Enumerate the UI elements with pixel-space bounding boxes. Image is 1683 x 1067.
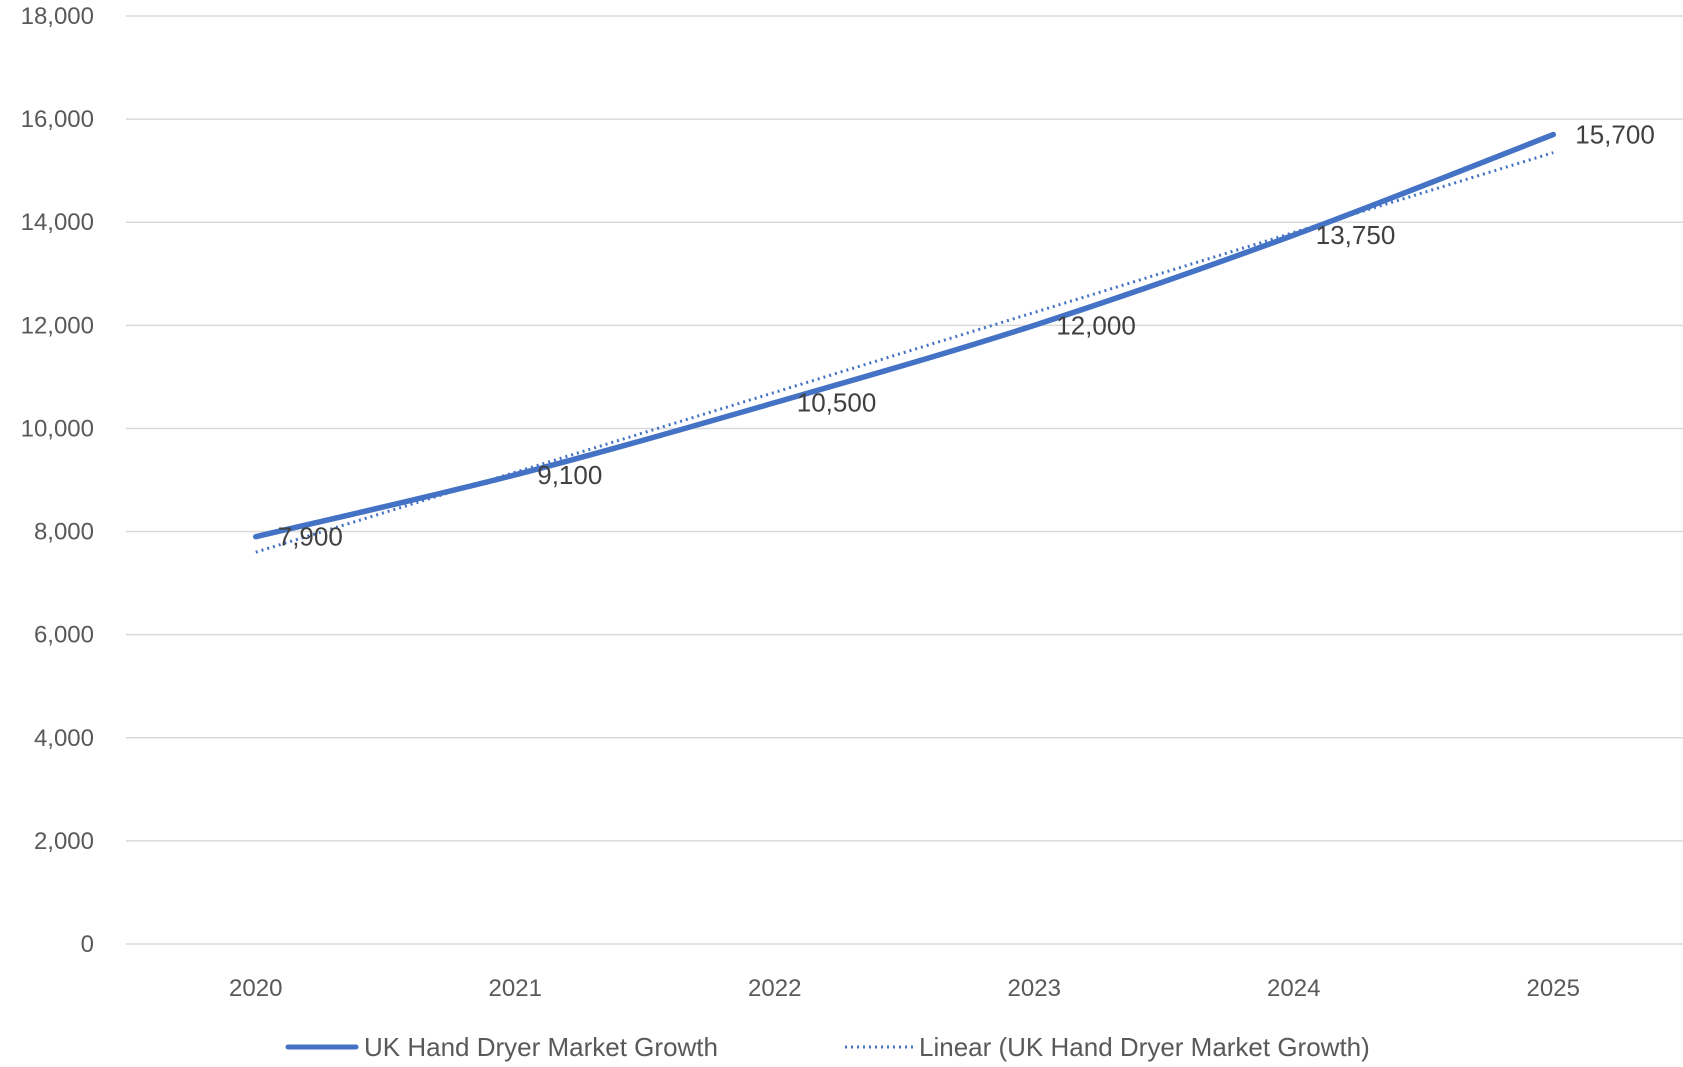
legend: UK Hand Dryer Market Growth Linear (UK H… [285, 1032, 1370, 1062]
legend-label-series: UK Hand Dryer Market Growth [364, 1032, 718, 1062]
y-tick-label: 8,000 [34, 519, 94, 546]
y-tick-label: 18,000 [21, 3, 94, 30]
data-label: 9,100 [537, 460, 602, 490]
data-labels: 7,900 9,100 10,500 12,000 13,750 15,700 [278, 120, 1655, 552]
x-tick-label: 2025 [1527, 975, 1580, 1002]
data-label: 12,000 [1056, 310, 1136, 340]
y-tick-label: 6,000 [34, 622, 94, 649]
y-tick-label: 14,000 [21, 209, 94, 236]
plot-area [253, 131, 1556, 554]
trendline-series-linear [255, 151, 1554, 554]
y-axis-tick-labels: 0 2,000 4,000 6,000 8,000 10,000 12,000 14,000 1… [21, 3, 94, 958]
x-tick-label: 2022 [748, 975, 801, 1002]
data-label: 13,750 [1316, 220, 1396, 250]
x-tick-label: 2021 [489, 975, 542, 1002]
data-label: 10,500 [797, 388, 877, 418]
data-label: 15,700 [1575, 120, 1655, 150]
y-tick-label: 0 [81, 931, 94, 958]
legend-label-trendline: Linear (UK Hand Dryer Market Growth) [919, 1032, 1370, 1062]
x-tick-label: 2023 [1008, 975, 1061, 1002]
x-tick-label: 2024 [1267, 975, 1320, 1002]
series-line-uk-hand-dryer [253, 131, 1556, 540]
data-label: 7,900 [278, 522, 343, 552]
y-tick-label: 12,000 [21, 312, 94, 339]
y-tick-label: 4,000 [34, 725, 94, 752]
y-tick-label: 2,000 [34, 828, 94, 855]
gridlines [126, 15, 1683, 945]
y-tick-label: 16,000 [21, 106, 94, 133]
x-axis-tick-labels: 2020 2021 2022 2023 2024 2025 [229, 975, 1580, 1002]
y-tick-label: 10,000 [21, 415, 94, 442]
x-tick-label: 2020 [229, 975, 282, 1002]
